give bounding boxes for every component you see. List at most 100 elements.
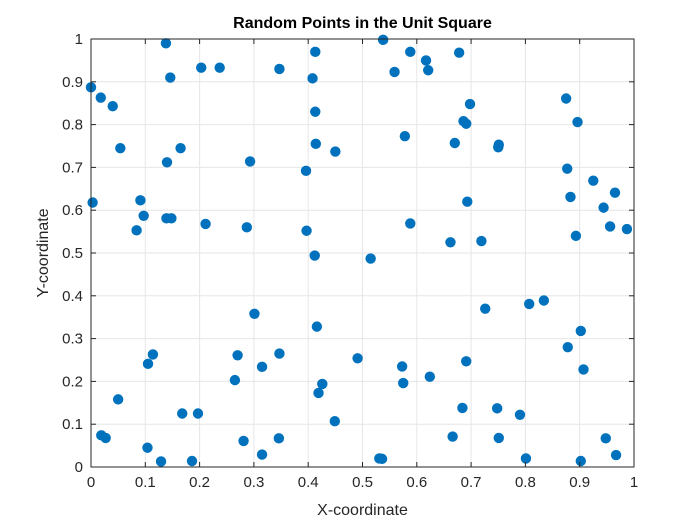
x-tick-label: 1 bbox=[630, 474, 638, 491]
y-tick-label: 0.3 bbox=[62, 331, 83, 348]
chart-title: Random Points in the Unit Square bbox=[233, 15, 492, 32]
data-point bbox=[598, 202, 609, 213]
y-tick-label: 0.5 bbox=[62, 245, 83, 262]
x-tick-labels: 0 0.1 0.2 0.3 0.4 0.5 0.6 0.7 0.8 0.9 1 bbox=[87, 474, 638, 491]
data-point bbox=[249, 308, 260, 319]
data-point bbox=[464, 98, 476, 110]
y-tick-label: 1 bbox=[75, 31, 83, 48]
data-point bbox=[405, 218, 416, 229]
y-tick-label: 0.6 bbox=[62, 202, 83, 219]
data-point bbox=[389, 66, 400, 78]
data-point bbox=[570, 230, 582, 242]
x-tick-label: 0.7 bbox=[461, 474, 482, 491]
data-point bbox=[214, 62, 225, 73]
data-point bbox=[399, 130, 411, 142]
data-point bbox=[256, 361, 268, 373]
data-point bbox=[274, 63, 285, 75]
data-point bbox=[610, 449, 622, 461]
x-axis-title: X-coordinate bbox=[317, 502, 408, 519]
data-point bbox=[307, 73, 318, 84]
y-axis-title: Y-coordinate bbox=[35, 208, 52, 297]
data-point bbox=[131, 225, 142, 236]
x-tick-label: 0 bbox=[87, 474, 95, 491]
data-point bbox=[95, 92, 106, 103]
data-point bbox=[445, 237, 456, 248]
data-point bbox=[449, 137, 461, 149]
data-point bbox=[420, 55, 432, 66]
data-point bbox=[405, 46, 416, 58]
ticks bbox=[90, 38, 635, 468]
data-point bbox=[453, 47, 465, 58]
data-point bbox=[165, 72, 176, 83]
data-point bbox=[609, 187, 621, 198]
data-point bbox=[457, 402, 468, 414]
data-point bbox=[621, 223, 633, 235]
data-point bbox=[273, 433, 285, 444]
y-tick-label: 0.4 bbox=[62, 288, 83, 305]
data-point bbox=[301, 225, 312, 236]
data-point bbox=[575, 455, 586, 467]
data-point bbox=[462, 196, 473, 207]
data-point bbox=[352, 353, 363, 364]
data-point bbox=[232, 350, 243, 361]
data-point bbox=[100, 432, 111, 444]
y-tick-label: 0.9 bbox=[62, 74, 83, 91]
data-point bbox=[274, 348, 285, 359]
x-tick-label: 0.3 bbox=[243, 474, 264, 491]
data-point bbox=[588, 175, 599, 186]
x-tick-label: 0.1 bbox=[135, 474, 156, 491]
data-point bbox=[256, 449, 268, 460]
data-point bbox=[87, 197, 98, 208]
data-point bbox=[142, 442, 153, 453]
data-point bbox=[461, 356, 472, 367]
data-point bbox=[578, 364, 589, 375]
data-point bbox=[196, 62, 207, 73]
data-point bbox=[377, 34, 389, 46]
data-point bbox=[244, 156, 256, 167]
data-point bbox=[177, 408, 188, 419]
data-point bbox=[491, 403, 503, 414]
y-tick-label: 0.8 bbox=[62, 117, 83, 134]
data-point bbox=[310, 46, 321, 58]
x-tick-label: 0.8 bbox=[515, 474, 536, 491]
x-tick-label: 0.4 bbox=[298, 474, 319, 491]
data-point bbox=[424, 371, 436, 382]
data-point bbox=[166, 213, 177, 224]
data-point bbox=[310, 138, 322, 150]
data-point bbox=[311, 321, 323, 332]
data-point bbox=[560, 93, 572, 104]
data-point bbox=[186, 455, 198, 467]
data-point bbox=[310, 106, 321, 117]
data-point bbox=[604, 221, 616, 232]
data-point bbox=[313, 387, 324, 399]
data-point bbox=[398, 377, 409, 389]
data-point bbox=[329, 416, 341, 427]
data-point bbox=[493, 142, 504, 153]
data-point bbox=[309, 250, 320, 261]
data-point bbox=[572, 116, 583, 128]
data-point bbox=[376, 453, 388, 465]
data-point bbox=[480, 303, 491, 314]
data-point bbox=[161, 157, 173, 168]
x-tick-label: 0.2 bbox=[189, 474, 210, 491]
data-point bbox=[135, 195, 146, 206]
data-point bbox=[238, 435, 249, 447]
data-point bbox=[447, 431, 458, 442]
data-point bbox=[147, 349, 159, 360]
data-point bbox=[538, 295, 550, 306]
data-point bbox=[514, 409, 526, 420]
x-tick-label: 0.9 bbox=[569, 474, 590, 491]
data-point bbox=[575, 325, 586, 337]
data-point bbox=[112, 394, 124, 405]
data-point bbox=[241, 222, 253, 233]
data-point bbox=[365, 253, 376, 264]
data-point bbox=[175, 142, 186, 154]
data-point bbox=[396, 361, 408, 372]
y-tick-label: 0 bbox=[75, 459, 83, 476]
data-point bbox=[142, 358, 154, 370]
data-point bbox=[600, 433, 611, 444]
data-point bbox=[200, 218, 211, 230]
data-point bbox=[562, 163, 573, 174]
data-point bbox=[155, 456, 167, 467]
